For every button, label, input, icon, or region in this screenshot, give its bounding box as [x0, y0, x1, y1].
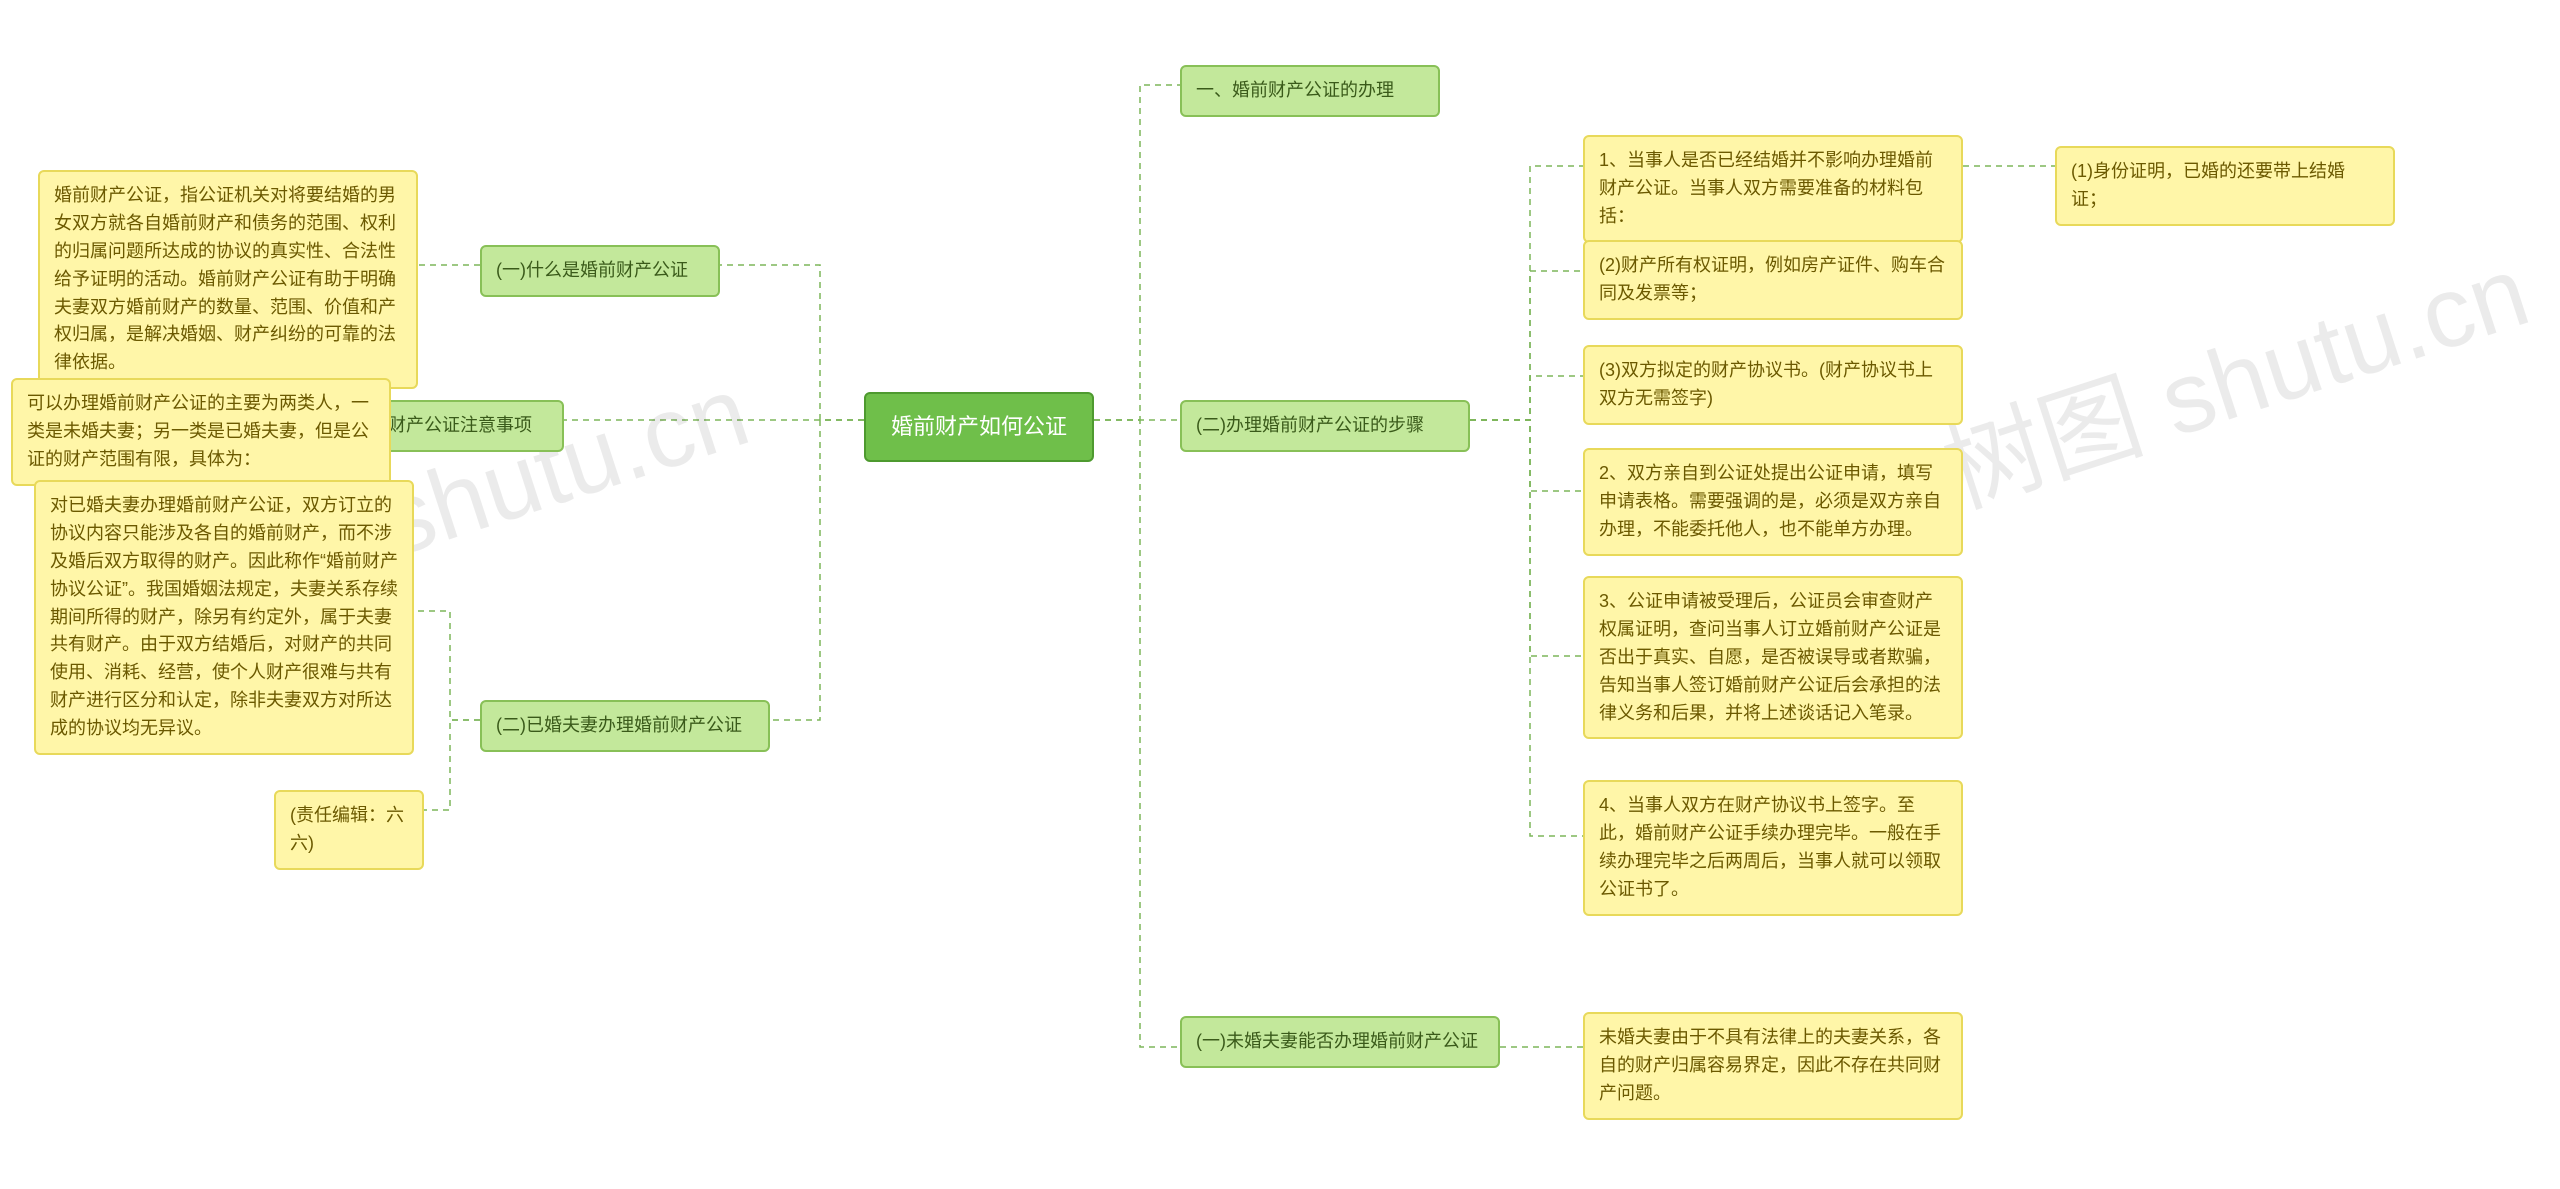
node-l1: (一)什么是婚前财产公证	[480, 245, 720, 297]
node-l3: (二)已婚夫妻办理婚前财产公证	[480, 700, 770, 752]
node-r2-c1a: (1)身份证明，已婚的还要带上结婚证；	[2055, 146, 2395, 226]
node-r2-c2: (2)财产所有权证明，例如房产证件、购车合同及发票等；	[1583, 240, 1963, 320]
node-l3-c2: (责任编辑：六六)	[274, 790, 424, 870]
node-r2-c4: 2、双方亲自到公证处提出公证申请，填写申请表格。需要强调的是，必须是双方亲自办理…	[1583, 448, 1963, 556]
node-r2-c5: 3、公证申请被受理后，公证员会审查财产权属证明，查问当事人订立婚前财产公证是否出…	[1583, 576, 1963, 739]
node-l3-c1: 对已婚夫妻办理婚前财产公证，双方订立的协议内容只能涉及各自的婚前财产，而不涉及婚…	[34, 480, 414, 755]
node-r3-c: 未婚夫妻由于不具有法律上的夫妻关系，各自的财产归属容易界定，因此不存在共同财产问…	[1583, 1012, 1963, 1120]
node-r1: 一、婚前财产公证的办理	[1180, 65, 1440, 117]
watermark-2: 树图 shutu.cn	[1922, 210, 2543, 535]
node-l2-c: 可以办理婚前财产公证的主要为两类人，一类是未婚夫妻；另一类是已婚夫妻，但是公证的…	[11, 378, 391, 486]
node-r2-c3: (3)双方拟定的财产协议书。(财产协议书上双方无需签字)	[1583, 345, 1963, 425]
node-r2-c6: 4、当事人双方在财产协议书上签字。至此，婚前财产公证手续办理完毕。一般在手续办理…	[1583, 780, 1963, 916]
root-node: 婚前财产如何公证	[864, 392, 1094, 462]
node-l1-c: 婚前财产公证，指公证机关对将要结婚的男女双方就各自婚前财产和债务的范围、权利的归…	[38, 170, 418, 389]
node-r3: (一)未婚夫妻能否办理婚前财产公证	[1180, 1016, 1500, 1068]
node-r2: (二)办理婚前财产公证的步骤	[1180, 400, 1470, 452]
node-r2-c1: 1、当事人是否已经结婚并不影响办理婚前财产公证。当事人双方需要准备的材料包括：	[1583, 135, 1963, 243]
